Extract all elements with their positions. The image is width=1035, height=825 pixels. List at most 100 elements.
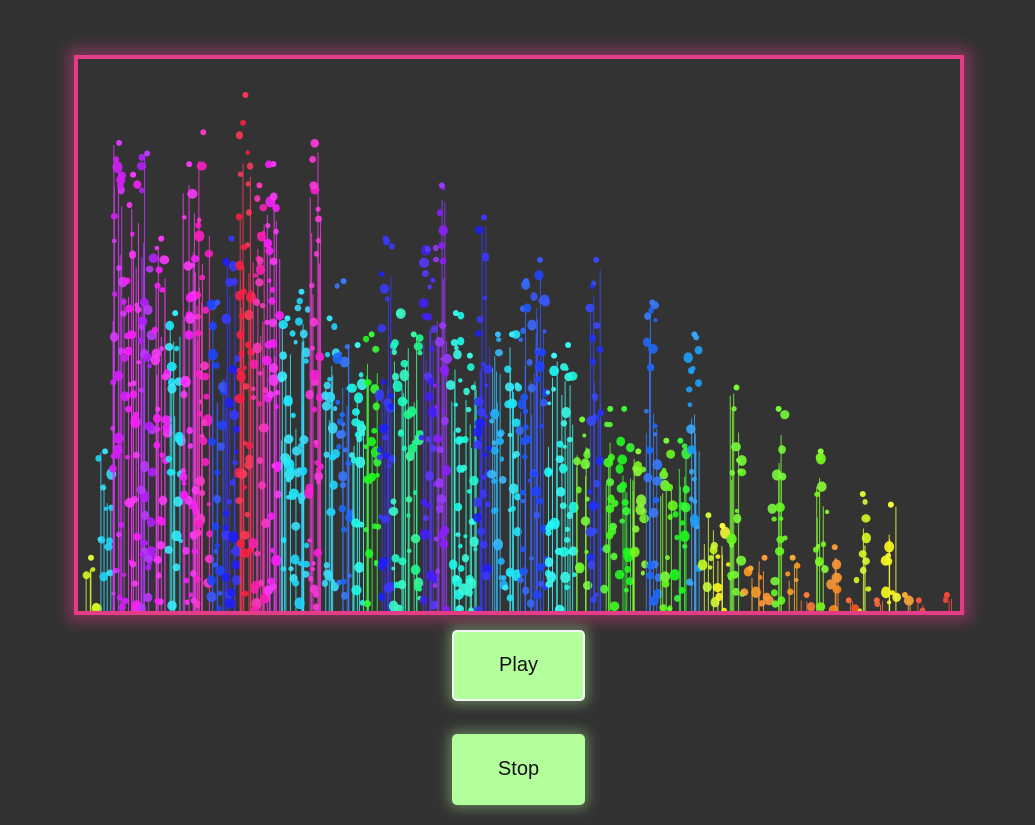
- visualizer-dot: [425, 392, 434, 402]
- visualizer-dot: [535, 497, 544, 505]
- visualizer-dot: [729, 469, 736, 476]
- visualizer-dot: [196, 161, 207, 171]
- visualizer-dot: [267, 390, 275, 399]
- visualizer-dot: [391, 566, 396, 571]
- visualizer-dot: [794, 562, 801, 569]
- visualizer-dot: [363, 475, 374, 485]
- visualizer-dot: [648, 507, 659, 518]
- visualizer-peak: [677, 437, 684, 444]
- visualizer-dot: [654, 573, 662, 582]
- visualizer-dot: [211, 522, 220, 531]
- visualizer-dot: [252, 342, 262, 354]
- visualizer-dot: [232, 545, 243, 557]
- visualizer-dot: [350, 456, 358, 464]
- visualizer-dot: [150, 354, 161, 366]
- visualizer-dot: [643, 473, 653, 483]
- visualizer-bar: [234, 91, 257, 611]
- visualizer-dot: [124, 346, 133, 356]
- visualizer-dot: [145, 265, 154, 273]
- visualizer-dot: [201, 457, 209, 467]
- visualizer-dot: [652, 459, 663, 470]
- visualizer-dot: [391, 553, 400, 563]
- visualizer-dot: [473, 440, 482, 450]
- visualizer-dot: [227, 531, 239, 544]
- visualizer-dot: [137, 316, 148, 327]
- visualizer-peak: [410, 331, 417, 338]
- audio-visualizer-frame: [74, 55, 964, 615]
- visualizer-dot: [237, 469, 248, 479]
- visualizer-dot: [559, 502, 567, 510]
- visualizer-dot: [165, 455, 172, 463]
- visualizer-dot: [820, 541, 827, 548]
- visualizer-dot: [336, 418, 344, 426]
- visualizer-dot: [332, 352, 343, 364]
- visualizer-dot: [421, 312, 429, 320]
- visualizer-dot: [143, 304, 153, 316]
- visualizer-dot: [861, 514, 871, 523]
- visualizer-dot: [346, 509, 354, 517]
- visualizer-peak: [130, 171, 137, 178]
- visualizer-dot: [814, 491, 821, 497]
- visualizer-dot: [498, 475, 507, 484]
- visualizer-dot: [198, 399, 203, 405]
- visualizer-peak: [901, 592, 908, 599]
- visualizer-dot: [432, 583, 438, 588]
- visualizer-peak: [719, 522, 726, 529]
- visualizer-dot: [457, 543, 463, 549]
- visualizer-dot: [770, 576, 780, 586]
- visualizer-dot: [489, 418, 495, 424]
- visualizer-bar: [108, 139, 131, 611]
- play-button[interactable]: Play: [452, 630, 585, 701]
- visualizer-dot: [267, 278, 272, 284]
- visualizer-dot: [588, 501, 599, 511]
- visualizer-dot: [674, 534, 680, 541]
- visualizer-dot: [240, 244, 248, 251]
- visualizer-dot: [537, 580, 544, 588]
- visualizer-dot: [648, 307, 654, 314]
- visualizer-dot: [153, 555, 163, 564]
- visualizer-dot: [689, 468, 695, 475]
- visualizer-dot: [455, 427, 461, 433]
- visualizer-dot: [244, 511, 251, 518]
- visualizer-bar: [388, 308, 410, 611]
- visualizer-dot: [405, 496, 413, 503]
- visualizer-dot: [526, 599, 535, 608]
- visualizer-dot: [563, 536, 570, 543]
- visualizer-dot: [248, 538, 258, 549]
- visualizer-dot: [562, 444, 567, 449]
- visualizer-dot: [629, 546, 640, 558]
- visualizer-dot: [780, 410, 790, 420]
- visualizer-dot: [857, 608, 862, 611]
- visualizer-dot: [133, 532, 141, 541]
- visualizer-dot: [265, 222, 271, 229]
- visualizer-dot: [110, 425, 116, 432]
- visualizer-dot: [522, 454, 528, 460]
- visualizer-dot: [708, 565, 713, 570]
- visualizer-dot: [165, 320, 175, 331]
- visualizer-dot: [417, 350, 423, 356]
- visualizer-dot: [410, 564, 421, 576]
- visualizer-dot: [831, 559, 842, 570]
- visualizer-dot: [885, 552, 892, 559]
- visualizer-dot: [112, 156, 120, 163]
- visualizer-dot: [162, 422, 173, 433]
- visualizer-dot: [483, 414, 489, 419]
- visualizer-bar: [726, 384, 747, 611]
- visualizer-dot: [381, 379, 387, 385]
- visualizer-dot: [434, 337, 445, 347]
- visualizer-dot: [590, 596, 597, 603]
- visualizer-dot: [255, 278, 264, 287]
- visualizer-dot: [140, 510, 150, 521]
- visualizer-dot: [547, 401, 552, 406]
- visualizer-dot: [327, 376, 332, 382]
- visualizer-dot: [691, 476, 697, 482]
- visualizer-peak: [452, 310, 459, 317]
- stop-button[interactable]: Stop: [452, 734, 585, 805]
- visualizer-dot: [245, 209, 253, 216]
- visualizer-dot: [589, 358, 597, 366]
- visualizer-dot: [538, 348, 547, 357]
- visualizer-dot: [491, 446, 499, 455]
- visualizer-dot: [372, 345, 380, 353]
- visualizer-dot: [419, 595, 428, 605]
- visualizer-dot: [331, 323, 338, 331]
